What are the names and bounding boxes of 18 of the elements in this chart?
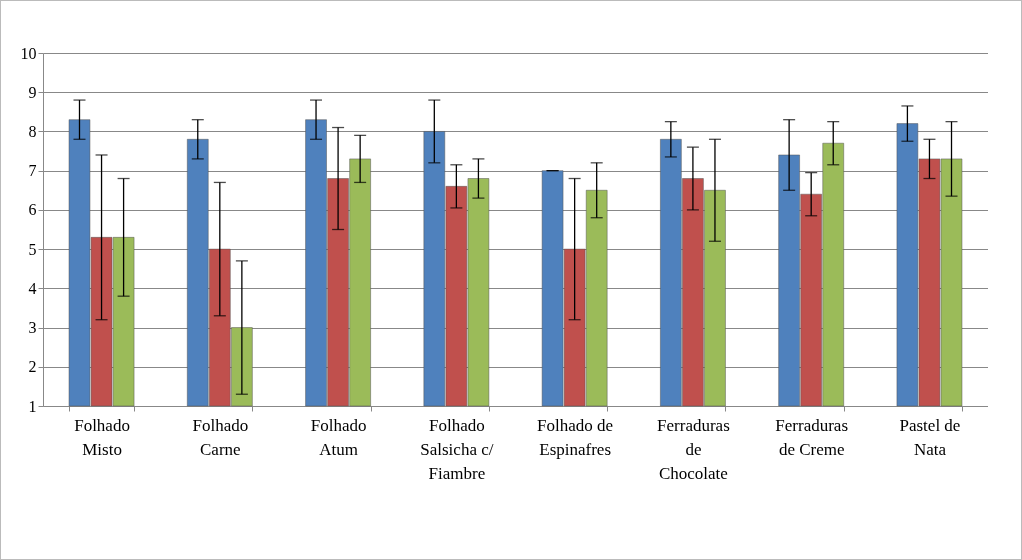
y-tick-label: 1 — [28, 397, 37, 415]
y-tick-label: 9 — [28, 83, 37, 101]
x-tick-label: Folhado Misto — [74, 415, 130, 459]
x-tick-label: Folhado Salsicha c/ Fiambre — [420, 415, 494, 483]
y-tick-label: 4 — [28, 279, 37, 297]
y-tick-label: 5 — [28, 240, 37, 258]
y-tick-label: 10 — [20, 44, 37, 62]
y-tick-label: 8 — [28, 122, 37, 140]
x-tick-label: Folhado Carne — [192, 415, 249, 459]
x-tick-label: Ferraduras de Creme — [775, 415, 849, 459]
x-tick-label: Pastel de Nata — [899, 415, 961, 459]
y-tick-label: 3 — [28, 319, 37, 337]
x-tick-label: Folhado Atum — [310, 415, 367, 459]
y-tick-label: 7 — [28, 162, 37, 180]
x-tick-label: Folhado de Espinafres — [537, 415, 614, 459]
x-tick-label: Ferraduras de Chocolate — [657, 415, 730, 483]
y-tick-label: 6 — [28, 201, 37, 219]
y-tick-label: 2 — [28, 358, 37, 376]
